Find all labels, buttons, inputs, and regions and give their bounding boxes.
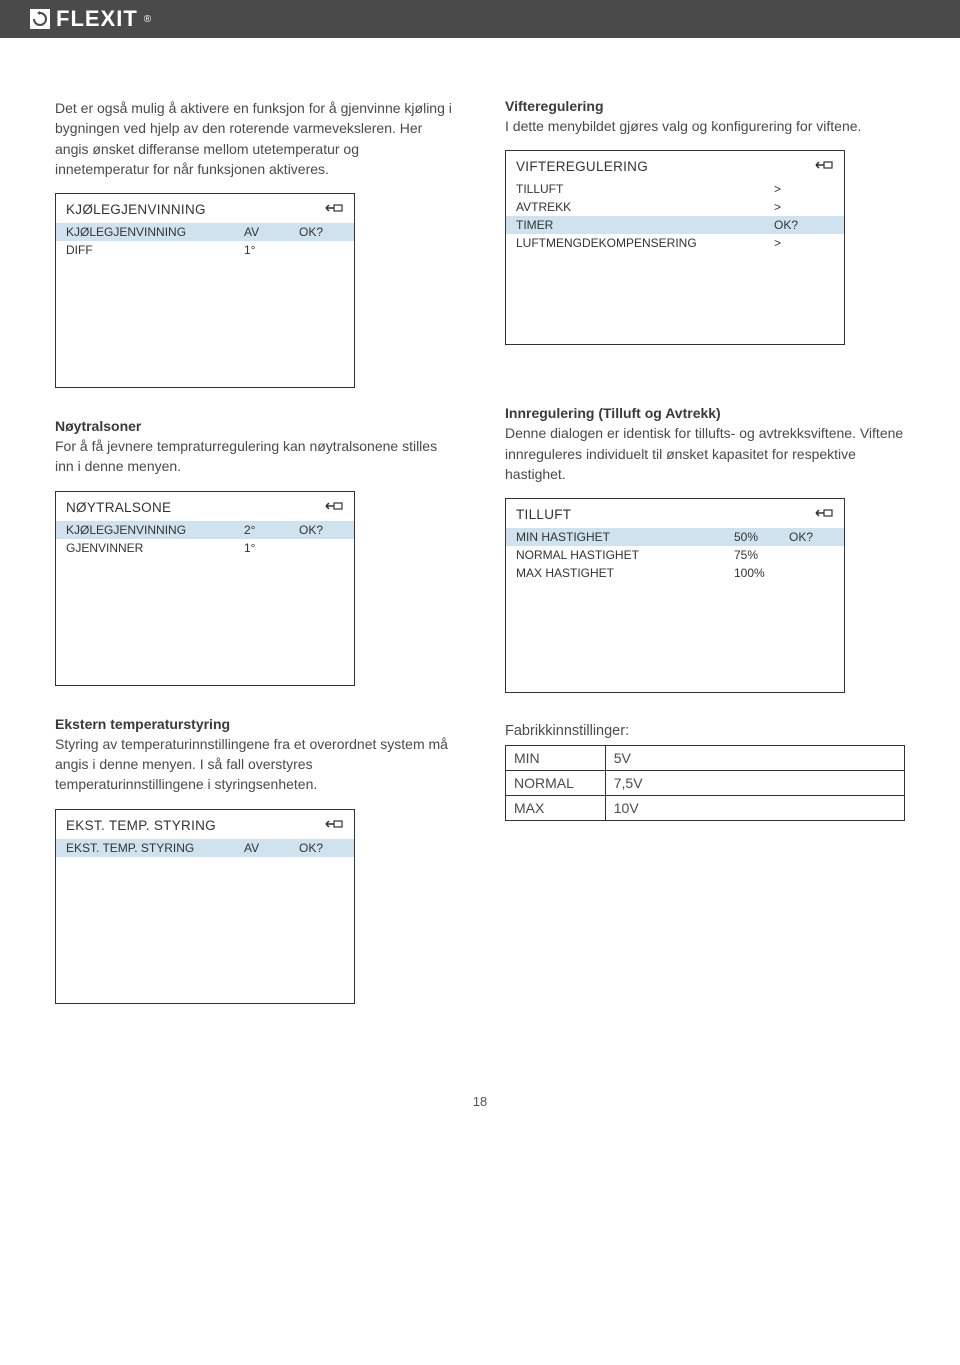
- logo-icon: [30, 9, 50, 29]
- menu-row[interactable]: LUFTMENGDEKOMPENSERING >: [506, 234, 844, 252]
- section-title-vifteregulering: Vifteregulering: [505, 98, 905, 114]
- row-label: AVTREKK: [516, 200, 774, 214]
- row-ok: [299, 243, 344, 257]
- row-label: TIMER: [516, 218, 774, 232]
- menu-row[interactable]: EKST. TEMP. STYRING AV OK?: [56, 839, 354, 857]
- row-ok: [789, 566, 834, 580]
- back-icon[interactable]: [322, 500, 344, 515]
- menu-header: TILLUFT: [506, 499, 844, 528]
- row-value: >: [774, 236, 834, 250]
- cell-value: 7,5V: [605, 771, 904, 796]
- menu-title: VIFTEREGULERING: [516, 159, 648, 174]
- row-value: >: [774, 182, 834, 196]
- table-row: MAX 10V: [506, 796, 905, 821]
- back-icon[interactable]: [322, 818, 344, 833]
- menu-box-tilluft: TILLUFT MIN HASTIGHET 50% OK? NORMAL HAS…: [505, 498, 845, 693]
- row-ok: [789, 548, 834, 562]
- paragraph: I dette menybildet gjøres valg og konfig…: [505, 116, 905, 136]
- menu-title: TILLUFT: [516, 507, 571, 522]
- paragraph: For å få jevnere tempraturregulering kan…: [55, 436, 455, 477]
- brand-text: FLEXIT: [56, 6, 138, 32]
- row-value: AV: [244, 225, 299, 239]
- row-value: 2°: [244, 523, 299, 537]
- menu-title: KJØLEGJENVINNING: [66, 202, 206, 217]
- menu-row[interactable]: AVTREKK >: [506, 198, 844, 216]
- menu-box-ekst-temp: EKST. TEMP. STYRING EKST. TEMP. STYRING …: [55, 809, 355, 1004]
- page-content: Det er også mulig å aktivere en funksjon…: [0, 38, 960, 1064]
- menu-row[interactable]: NORMAL HASTIGHET 75%: [506, 546, 844, 564]
- menu-row[interactable]: TILLUFT >: [506, 180, 844, 198]
- row-ok: [299, 541, 344, 555]
- row-ok: OK?: [789, 530, 834, 544]
- row-value: 100%: [734, 566, 789, 580]
- row-value: AV: [244, 841, 299, 855]
- page-number: 18: [0, 1064, 960, 1129]
- menu-box-vifteregulering: VIFTEREGULERING TILLUFT > AVTREKK > TIME…: [505, 150, 845, 345]
- row-label: GJENVINNER: [66, 541, 244, 555]
- back-icon[interactable]: [812, 507, 834, 522]
- row-label: TILLUFT: [516, 182, 774, 196]
- section-title-ekstern: Ekstern temperaturstyring: [55, 716, 455, 732]
- menu-title: NØYTRALSONE: [66, 500, 171, 515]
- row-label: LUFTMENGDEKOMPENSERING: [516, 236, 774, 250]
- back-icon[interactable]: [322, 202, 344, 217]
- menu-header: KJØLEGJENVINNING: [56, 194, 354, 223]
- menu-box-noytralsone: NØYTRALSONE KJØLEGJENVINNING 2° OK? GJEN…: [55, 491, 355, 686]
- row-value: 50%: [734, 530, 789, 544]
- factory-settings-table: MIN 5V NORMAL 7,5V MAX 10V: [505, 745, 905, 821]
- section-title-innregulering: Innregulering (Tilluft og Avtrekk): [505, 405, 905, 421]
- row-label: KJØLEGJENVINNING: [66, 225, 244, 239]
- menu-header: VIFTEREGULERING: [506, 151, 844, 180]
- row-value: OK?: [774, 218, 834, 232]
- paragraph: Styring av temperaturinnstillingene fra …: [55, 734, 455, 795]
- row-value: >: [774, 200, 834, 214]
- right-column: Vifteregulering I dette menybildet gjøre…: [505, 98, 905, 1034]
- cell-value: 5V: [605, 746, 904, 771]
- menu-row[interactable]: GJENVINNER 1°: [56, 539, 354, 557]
- cell-key: NORMAL: [506, 771, 606, 796]
- row-label: DIFF: [66, 243, 244, 257]
- header-bar: FLEXIT®: [0, 0, 960, 38]
- row-value: 1°: [244, 541, 299, 555]
- menu-row[interactable]: TIMER OK?: [506, 216, 844, 234]
- menu-title: EKST. TEMP. STYRING: [66, 818, 216, 833]
- cell-value: 10V: [605, 796, 904, 821]
- menu-row[interactable]: KJØLEGJENVINNING AV OK?: [56, 223, 354, 241]
- cell-key: MAX: [506, 796, 606, 821]
- row-label: MAX HASTIGHET: [516, 566, 734, 580]
- menu-header: EKST. TEMP. STYRING: [56, 810, 354, 839]
- menu-box-kjolegjenvinning: KJØLEGJENVINNING KJØLEGJENVINNING AV OK?…: [55, 193, 355, 388]
- table-row: NORMAL 7,5V: [506, 771, 905, 796]
- row-ok: OK?: [299, 523, 344, 537]
- menu-header: NØYTRALSONE: [56, 492, 354, 521]
- paragraph: Denne dialogen er identisk for tillufts-…: [505, 423, 905, 484]
- back-icon[interactable]: [812, 159, 834, 174]
- row-ok: OK?: [299, 225, 344, 239]
- table-row: MIN 5V: [506, 746, 905, 771]
- row-label: NORMAL HASTIGHET: [516, 548, 734, 562]
- row-label: KJØLEGJENVINNING: [66, 523, 244, 537]
- left-column: Det er også mulig å aktivere en funksjon…: [55, 98, 455, 1034]
- menu-row[interactable]: DIFF 1°: [56, 241, 354, 259]
- menu-row[interactable]: KJØLEGJENVINNING 2° OK?: [56, 521, 354, 539]
- row-value: 1°: [244, 243, 299, 257]
- row-label: MIN HASTIGHET: [516, 530, 734, 544]
- menu-row[interactable]: MIN HASTIGHET 50% OK?: [506, 528, 844, 546]
- row-value: 75%: [734, 548, 789, 562]
- row-ok: OK?: [299, 841, 344, 855]
- intro-paragraph: Det er også mulig å aktivere en funksjon…: [55, 98, 455, 179]
- menu-row[interactable]: MAX HASTIGHET 100%: [506, 564, 844, 582]
- factory-settings-title: Fabrikkinnstillinger:: [505, 723, 905, 739]
- row-label: EKST. TEMP. STYRING: [66, 841, 244, 855]
- cell-key: MIN: [506, 746, 606, 771]
- section-title-noytralsoner: Nøytralsoner: [55, 418, 455, 434]
